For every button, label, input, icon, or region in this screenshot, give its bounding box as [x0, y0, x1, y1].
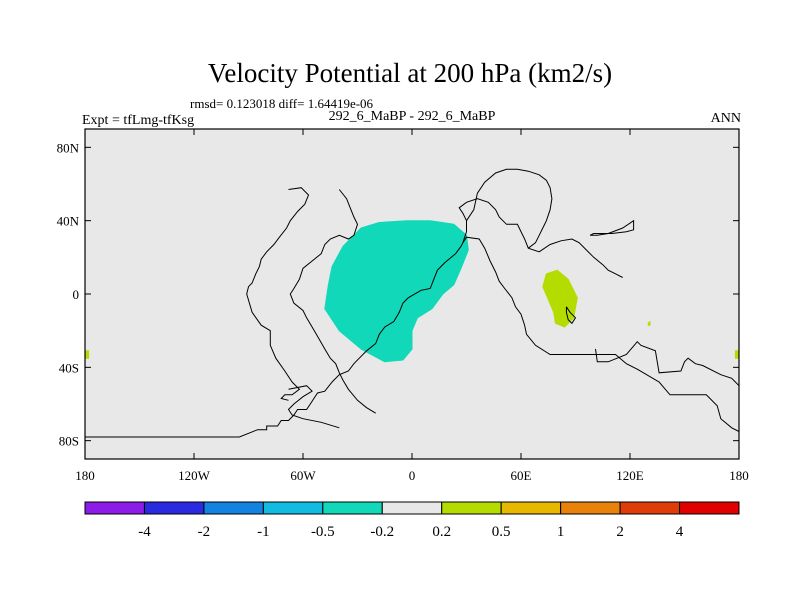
colorbar: -4 -2 -1 -0.5 -0.2 0.2 0.5 1 2 4 — [84, 501, 740, 540]
coastline-layer — [85, 168, 740, 438]
lon-tick-label: 180 — [75, 468, 95, 483]
colorbar-swatch — [500, 501, 562, 515]
coastline-8 — [595, 340, 740, 387]
coastline-4 — [458, 198, 623, 278]
lon-tick-label: 120W — [178, 468, 211, 483]
chart-title: Velocity Potential at 200 hPa (km2/s) — [208, 58, 612, 88]
lon-tick-label: 120E — [616, 468, 644, 483]
lat-tick-label: 80N — [57, 140, 80, 155]
colorbar-label: 0.5 — [492, 524, 511, 540]
axis-ticks: 80N 40N 0 40S 80S 180 120W 60W 0 60E 120E 180 — [57, 129, 749, 483]
field-region-indian-positive — [542, 269, 578, 328]
lat-tick-label: 0 — [73, 287, 80, 302]
coastline-2 — [289, 189, 376, 414]
lon-tick-label: 60W — [290, 468, 316, 483]
colorbar-swatch — [84, 501, 145, 515]
colorbar-label: 4 — [676, 524, 684, 540]
lat-tick-label: 80S — [59, 434, 79, 449]
colorbar-label: -2 — [198, 524, 211, 540]
coastline-7 — [565, 306, 577, 325]
stats-text: rmsd= 0.123018 diff= 1.64419e-06 — [190, 96, 374, 111]
colorbar-label: -0.5 — [311, 524, 335, 540]
coastline-6 — [589, 219, 635, 236]
colorbar-label: -0.2 — [370, 524, 394, 540]
colorbar-swatch — [262, 501, 324, 515]
lat-tick-label: 40S — [59, 360, 79, 375]
colorbar-label: -4 — [138, 524, 151, 540]
experiment-label: Expt = tfLmg-tfKsg — [82, 113, 194, 128]
season-label: ANN — [711, 111, 741, 126]
colorbar-swatch — [203, 501, 264, 515]
coastline-5 — [466, 168, 553, 249]
lat-tick-label: 40N — [57, 214, 80, 229]
field-region-pacific-dot — [647, 321, 651, 326]
colorbar-swatch — [143, 501, 205, 515]
colorbar-label: 1 — [557, 524, 565, 540]
colorbar-label: -1 — [257, 524, 270, 540]
field-layer — [84, 220, 740, 363]
lon-tick-label: 60E — [511, 468, 532, 483]
coastline-1 — [246, 187, 310, 401]
lon-tick-label: 180 — [729, 468, 749, 483]
coastline-3 — [287, 385, 340, 429]
colorbar-swatch — [381, 501, 443, 515]
colorbar-label: 2 — [616, 524, 624, 540]
colorbar-label: 0.2 — [432, 524, 451, 540]
colorbar-swatch — [322, 501, 383, 515]
coastline-0 — [85, 236, 740, 438]
colorbar-swatch — [560, 501, 621, 515]
colorbar-swatch — [441, 501, 502, 515]
colorbar-swatch — [619, 501, 681, 515]
colorbar-swatch — [679, 501, 740, 515]
chart-subtitle: 292_6_MaBP - 292_6_MaBP — [329, 109, 496, 124]
lon-tick-label: 0 — [409, 468, 416, 483]
field-region-atlantic-negative — [324, 220, 469, 363]
